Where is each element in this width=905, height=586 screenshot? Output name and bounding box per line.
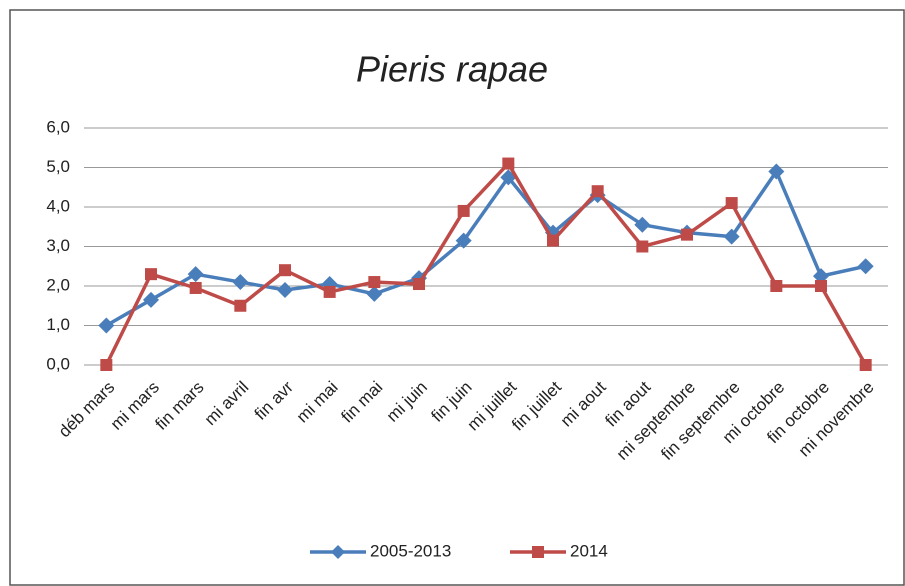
point-marker (366, 285, 383, 302)
point-marker (634, 216, 651, 233)
point-marker (232, 274, 249, 291)
series-line (104, 160, 868, 366)
point-marker (187, 266, 204, 283)
y-tick-label: 1,0 (46, 315, 70, 334)
chart-frame (9, 9, 905, 586)
y-tick-label: 6,0 (46, 117, 70, 136)
point-marker (502, 157, 515, 170)
point-marker (455, 232, 472, 249)
point-marker (234, 299, 247, 312)
point-marker (681, 228, 693, 241)
y-tick-label: 0,0 (46, 354, 70, 373)
legend-label: 2014 (570, 541, 608, 560)
series-line (105, 167, 867, 328)
point-marker (98, 317, 115, 334)
y-tick-label: 2,0 (46, 275, 70, 294)
point-marker (143, 291, 159, 308)
point-marker (591, 185, 604, 198)
legend-marker (532, 546, 544, 558)
y-tick-label: 3,0 (46, 236, 70, 255)
point-marker (145, 268, 157, 281)
point-marker (768, 163, 785, 180)
point-marker (725, 197, 738, 210)
point-marker (859, 359, 872, 371)
point-marker (368, 276, 381, 289)
point-marker (547, 234, 559, 247)
point-marker (636, 240, 649, 253)
point-marker (323, 285, 336, 298)
point-marker (413, 278, 425, 291)
point-marker (189, 281, 202, 294)
point-marker (857, 258, 874, 275)
y-tick-label: 5,0 (46, 157, 70, 176)
point-marker (770, 280, 783, 292)
legend-label: 2005-2013 (370, 541, 451, 560)
point-marker (815, 280, 827, 292)
y-tick-label: 4,0 (46, 196, 70, 215)
point-marker (277, 281, 293, 298)
point-marker (279, 264, 291, 277)
point-marker (457, 204, 470, 217)
chart-title: Pieris rapae (356, 49, 548, 90)
legend-marker (331, 545, 345, 559)
point-marker (100, 359, 113, 371)
point-marker (723, 228, 740, 245)
